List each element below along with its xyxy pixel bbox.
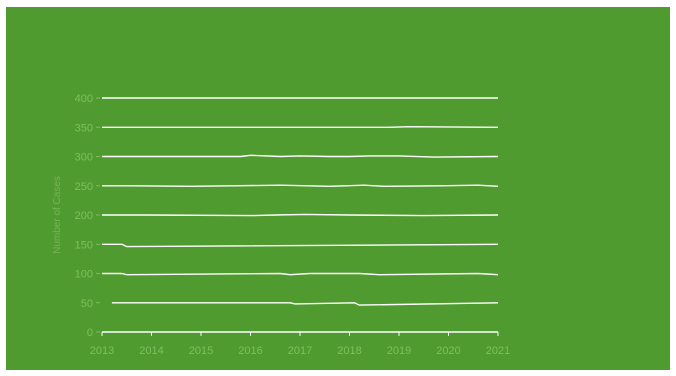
y-tick-label-150: 150 [75, 239, 93, 251]
y-tick-label-50: 50 [81, 298, 93, 310]
y-tick-label-100: 100 [75, 269, 93, 281]
series-line-5 [102, 184, 499, 187]
line-chart: 2013 2014 2015 2016 2017 2018 2019 2020 2021 0 50 1… [6, 7, 670, 370]
series-line-6 [102, 154, 499, 158]
series-layer [102, 97, 499, 333]
x-tick-label-2018: 2018 [337, 345, 361, 357]
x-tick-label-2021: 2021 [486, 345, 510, 357]
chart-panel: 2013 2014 2015 2016 2017 2018 2019 2020 2021 0 50 1… [6, 7, 670, 370]
x-tick-label-2017: 2017 [288, 345, 312, 357]
y-tick-label-250: 250 [75, 181, 93, 193]
y-tick-label-300: 300 [75, 152, 93, 164]
series-line-1 [111, 302, 499, 306]
x-tick-label-2019: 2019 [387, 345, 411, 357]
series-line-2 [102, 272, 499, 276]
y-tick-label-200: 200 [75, 210, 93, 222]
y-axis-title: Number of Cases [52, 176, 63, 254]
axis-layer: 2013 2014 2015 2016 2017 2018 2019 2020 2021 0 50 1… [75, 93, 511, 357]
x-tick-label-2016: 2016 [238, 345, 262, 357]
x-tick-label-2014: 2014 [139, 345, 163, 357]
x-tick-label-2015: 2015 [189, 345, 213, 357]
y-tick-label-0: 0 [87, 327, 93, 339]
series-line-4 [102, 213, 499, 217]
series-line-7 [102, 126, 499, 128]
y-tick-label-400: 400 [75, 93, 93, 105]
series-line-3 [102, 243, 499, 248]
x-tick-label-2013: 2013 [90, 345, 114, 357]
x-tick-label-2020: 2020 [436, 345, 460, 357]
chart-background [6, 7, 670, 370]
y-tick-label-350: 350 [75, 122, 93, 134]
